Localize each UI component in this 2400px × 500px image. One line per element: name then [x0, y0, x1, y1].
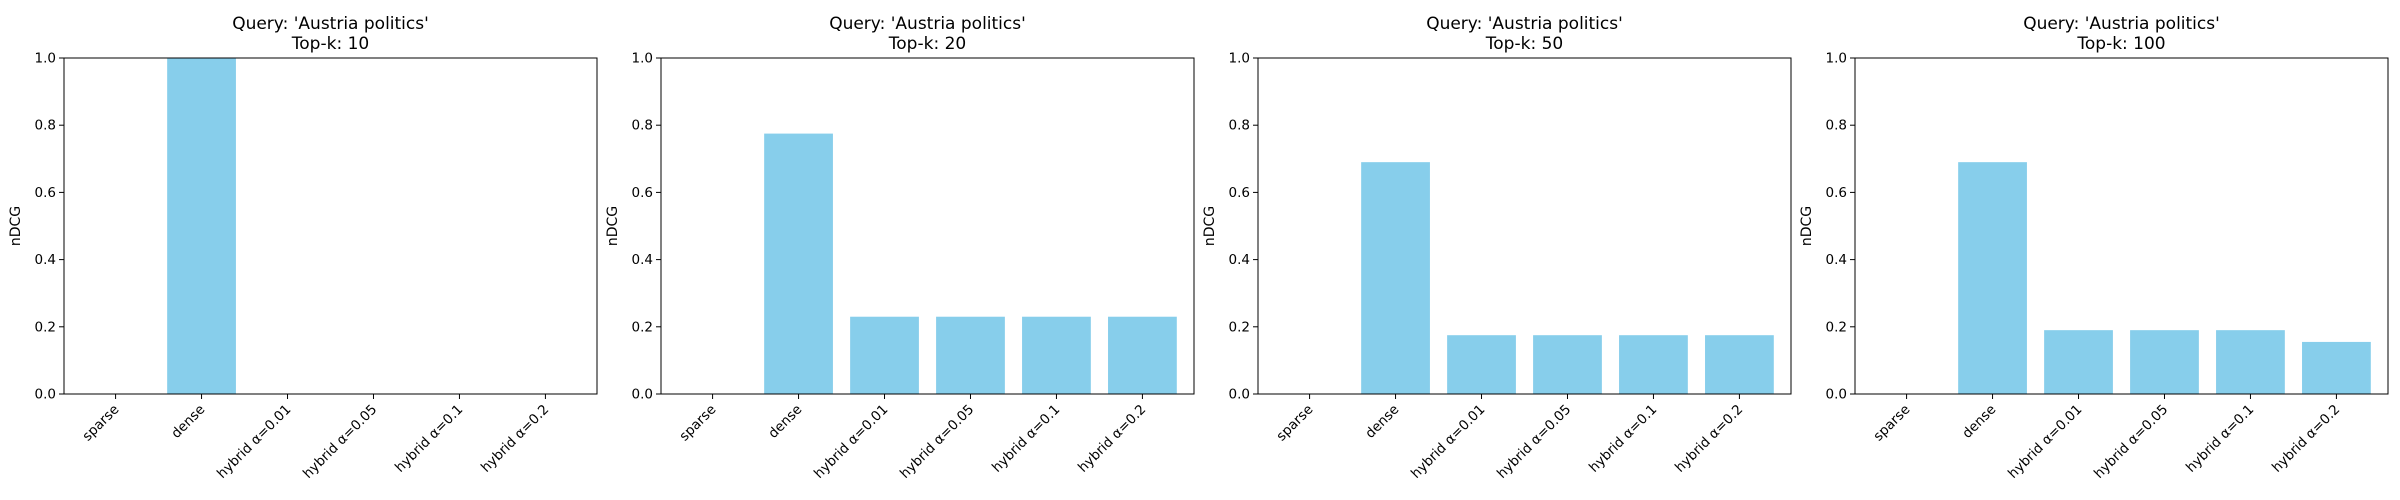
bar-3	[2044, 330, 2113, 394]
x-tick-label: dense	[765, 402, 805, 442]
y-tick-label: 0.6	[1229, 185, 1250, 201]
y-tick-label: 0.4	[1229, 252, 1250, 268]
x-tick-label: dense	[1959, 402, 1999, 442]
chart-title: Query: 'Austria politics'	[2023, 14, 2220, 34]
x-tick-label: dense	[168, 402, 208, 442]
y-tick-label: 0.8	[1826, 118, 1847, 134]
x-tick-label: hybrid α=0.1	[2183, 402, 2257, 476]
bar-2	[167, 58, 236, 394]
bar-5	[1619, 335, 1688, 394]
y-axis-label: nDCG	[1799, 206, 1815, 246]
bar-5	[2216, 330, 2285, 394]
x-tick-label: hybrid α=0.2	[478, 402, 552, 476]
y-axis-label: nDCG	[8, 206, 24, 246]
y-tick-label: 0.0	[632, 387, 653, 403]
y-tick-label: 0.8	[1229, 118, 1250, 134]
y-tick-label: 0.8	[632, 118, 653, 134]
plot-frame	[1257, 57, 1792, 395]
bar-2	[1958, 162, 2027, 394]
bar-6	[1705, 335, 1774, 394]
bar-6	[1108, 316, 1177, 394]
plot-frame	[1854, 57, 2389, 395]
x-tick-label: hybrid α=0.2	[1672, 402, 1746, 476]
y-tick-label: 0.0	[35, 387, 56, 403]
y-tick-label: 0.2	[35, 319, 56, 335]
x-tick-label: hybrid α=0.05	[897, 402, 977, 482]
plot-frame	[63, 57, 598, 395]
y-tick-label: 1.0	[1826, 51, 1847, 67]
x-tick-label: hybrid α=0.1	[392, 402, 466, 476]
y-tick-label: 0.0	[1229, 387, 1250, 403]
bar-2	[1361, 162, 1430, 394]
y-tick-label: 0.4	[1826, 252, 1847, 268]
y-tick-label: 0.6	[1826, 185, 1847, 201]
bar-4	[2130, 330, 2199, 394]
chart-title: Query: 'Austria politics'	[1426, 14, 1623, 34]
x-tick-label: hybrid α=0.2	[2269, 402, 2343, 476]
y-tick-label: 0.2	[1229, 319, 1250, 335]
x-tick-label: hybrid α=0.01	[811, 402, 891, 482]
bar-2	[764, 133, 833, 394]
y-axis-label: nDCG	[605, 206, 621, 246]
bar-3	[850, 316, 919, 394]
y-tick-label: 0.6	[632, 185, 653, 201]
y-tick-label: 0.6	[35, 185, 56, 201]
x-tick-label: hybrid α=0.01	[1408, 402, 1488, 482]
bar-3	[1447, 335, 1516, 394]
y-tick-label: 0.4	[35, 252, 56, 268]
y-tick-label: 0.4	[632, 252, 653, 268]
x-tick-label: hybrid α=0.2	[1075, 402, 1149, 476]
x-tick-label: hybrid α=0.05	[1494, 402, 1574, 482]
x-tick-label: hybrid α=0.1	[1586, 402, 1660, 476]
y-tick-label: 1.0	[632, 51, 653, 67]
y-tick-label: 0.2	[632, 319, 653, 335]
x-tick-label: sparse	[1273, 402, 1316, 445]
x-tick-label: hybrid α=0.01	[2005, 402, 2085, 482]
chart-title: Query: 'Austria politics'	[829, 14, 1026, 34]
x-tick-label: sparse	[79, 402, 122, 445]
x-tick-label: hybrid α=0.1	[989, 402, 1063, 476]
x-tick-label: sparse	[1870, 402, 1913, 445]
y-tick-label: 0.0	[1826, 387, 1847, 403]
y-axis-label: nDCG	[1202, 206, 1218, 246]
y-tick-label: 0.8	[35, 118, 56, 134]
x-tick-label: hybrid α=0.05	[2091, 402, 2171, 482]
x-tick-label: dense	[1362, 402, 1402, 442]
plot-frame	[660, 57, 1195, 395]
x-tick-label: hybrid α=0.05	[300, 402, 380, 482]
chart-subtitle: Top-k: 100	[2076, 34, 2165, 54]
bar-4	[936, 316, 1005, 394]
x-tick-label: hybrid α=0.01	[214, 402, 294, 482]
y-tick-label: 1.0	[35, 51, 56, 67]
chart-title: Query: 'Austria politics'	[232, 14, 429, 34]
chart-subtitle: Top-k: 20	[888, 34, 966, 54]
bar-5	[1022, 316, 1091, 394]
x-tick-label: sparse	[676, 402, 719, 445]
bar-4	[1533, 335, 1602, 394]
chart-subtitle: Top-k: 50	[1485, 34, 1563, 54]
y-tick-label: 1.0	[1229, 51, 1250, 67]
y-tick-label: 0.2	[1826, 319, 1847, 335]
chart-subtitle: Top-k: 10	[291, 34, 369, 54]
bar-6	[2302, 341, 2371, 394]
